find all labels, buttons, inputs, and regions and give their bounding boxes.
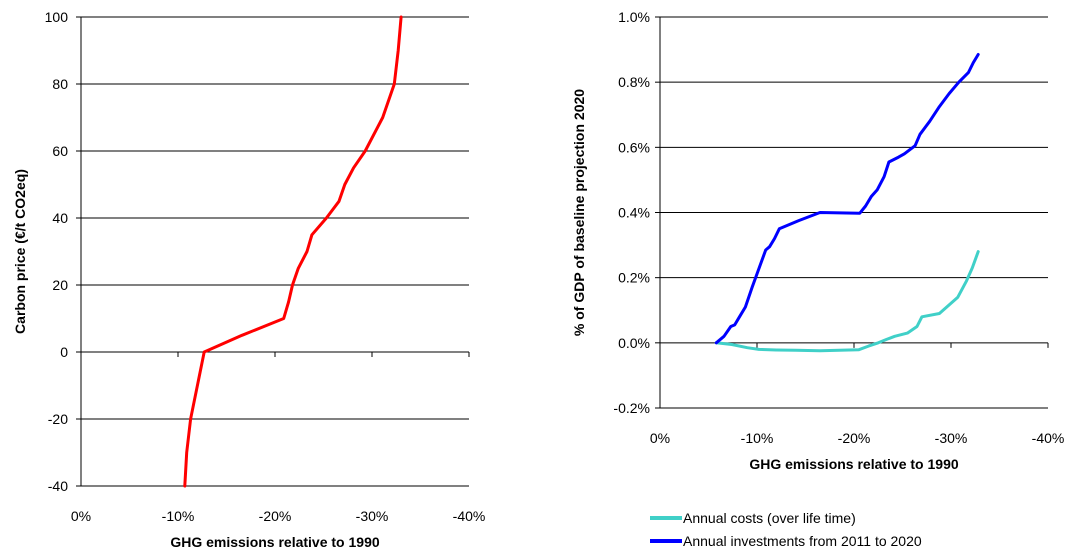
y-tick-label: 0.6% bbox=[618, 139, 650, 155]
y-tick-label: 60 bbox=[52, 143, 68, 159]
left-axes bbox=[76, 16, 470, 487]
x-tick-label: -10% bbox=[741, 430, 774, 446]
y-tick-label: -40 bbox=[48, 478, 68, 494]
right-y-tick-labels: -0.2% 0.0% 0.2% 0.4% 0.6% 0.8% 1.0% bbox=[613, 9, 650, 416]
x-tick-label: 0% bbox=[650, 430, 670, 446]
series-line-1 bbox=[714, 53, 980, 345]
x-tick-label: 0% bbox=[71, 508, 91, 524]
legend-label-annual-investments: Annual investments from 2011 to 2020 bbox=[683, 533, 922, 549]
x-tick-label: -30% bbox=[935, 430, 968, 446]
x-tick-label: -30% bbox=[356, 508, 389, 524]
y-tick-label: -20 bbox=[48, 411, 68, 427]
left-y-tick-labels: -40 -20 0 20 40 60 80 100 bbox=[45, 9, 69, 494]
x-tick-label: -10% bbox=[162, 508, 195, 524]
right-x-tick-labels: 0% -10% -20% -30% -40% bbox=[650, 430, 1064, 446]
series-line-0 bbox=[183, 15, 403, 488]
y-tick-label: 1.0% bbox=[618, 9, 650, 25]
x-tick-label: -40% bbox=[453, 508, 486, 524]
y-tick-label: 80 bbox=[52, 76, 68, 92]
left-gridlines bbox=[81, 16, 469, 487]
left-y-axis-label: Carbon price (€/t CO2eq) bbox=[12, 169, 28, 334]
x-tick-label: -40% bbox=[1032, 430, 1065, 446]
x-tick-label: -20% bbox=[838, 430, 871, 446]
y-tick-label: 0.8% bbox=[618, 74, 650, 90]
y-tick-label: -0.2% bbox=[613, 400, 650, 416]
y-tick-label: 0.2% bbox=[618, 270, 650, 286]
y-tick-label: 0.0% bbox=[618, 335, 650, 351]
left-x-tick-labels: 0% -10% -20% -30% -40% bbox=[71, 508, 485, 524]
right-x-axis-label: GHG emissions relative to 1990 bbox=[749, 456, 959, 472]
y-tick-label: 0.4% bbox=[618, 205, 650, 221]
x-tick-label: -20% bbox=[259, 508, 292, 524]
legend-label-annual-costs: Annual costs (over life time) bbox=[683, 510, 856, 526]
y-tick-label: 20 bbox=[52, 277, 68, 293]
chart-gdp-share: -0.2% 0.0% 0.2% 0.4% 0.6% 0.8% 1.0% 0% -10% -20%… bbox=[571, 9, 1064, 472]
y-tick-label: 100 bbox=[45, 9, 69, 25]
y-tick-label: 0 bbox=[60, 344, 68, 360]
legend-item-annual-costs: Annual costs (over life time) bbox=[650, 510, 856, 526]
series-line-0 bbox=[714, 250, 980, 353]
right-series bbox=[714, 53, 980, 353]
legend: Annual costs (over life time) Annual inv… bbox=[650, 510, 922, 549]
left-x-axis-label: GHG emissions relative to 1990 bbox=[170, 534, 380, 550]
legend-item-annual-investments: Annual investments from 2011 to 2020 bbox=[650, 533, 922, 549]
chart-carbon-price: -40 -20 0 20 40 60 80 100 0% -10% -20% -30% -40% Ca… bbox=[12, 9, 485, 550]
y-tick-label: 40 bbox=[52, 210, 68, 226]
right-y-axis-label: % of GDP of baseline projection 2020 bbox=[571, 89, 587, 336]
left-series bbox=[183, 15, 403, 488]
